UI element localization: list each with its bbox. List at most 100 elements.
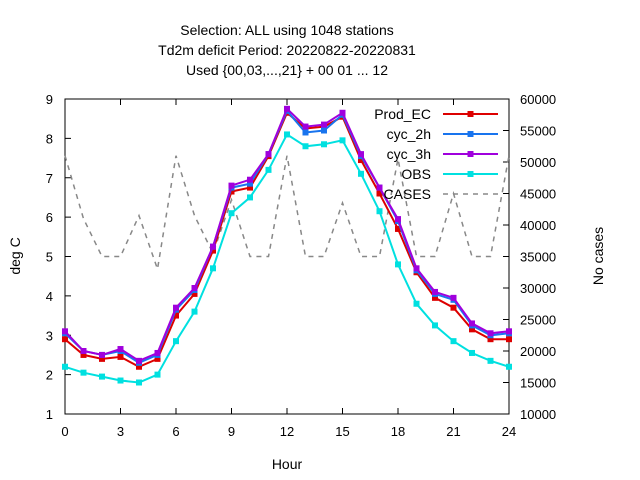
data-point-cyc-3h [302, 123, 309, 130]
data-point-obs [376, 208, 383, 215]
series-cases [64, 155, 510, 270]
data-point-prod-ec [228, 188, 235, 195]
data-point-prod-ec [99, 355, 105, 362]
data-point-cyc-3h [469, 320, 475, 327]
title-line: Used {00,03,...,21} + 00 01 ... 12 [186, 62, 388, 78]
legend-marker [467, 111, 474, 117]
data-point-cyc-3h [154, 349, 161, 356]
x-tick-label: 21 [446, 424, 460, 439]
legend-marker [467, 131, 474, 137]
data-point-cyc-3h [450, 294, 457, 301]
series-prod-ec [62, 109, 512, 370]
y2-axis: 10000 15000 20000 25000 30000 35000 40000 45000… [503, 92, 556, 422]
y-axis: 1 2 3 4 5 6 7 8 9 [46, 92, 71, 422]
data-point-obs [413, 300, 420, 307]
data-point-prod-ec [432, 294, 438, 301]
data-point-obs [191, 308, 198, 315]
legend-label: cyc_3h [387, 146, 431, 162]
data-point-obs [284, 131, 290, 138]
series-cyc-3h [62, 105, 512, 364]
y2-tick-label: 30000 [520, 281, 556, 296]
data-point-obs [80, 369, 87, 376]
data-point-cyc-3h [191, 285, 198, 291]
legend-label: Prod_EC [374, 106, 431, 122]
y-tick-label: 6 [46, 210, 53, 225]
data-point-cyc-3h [339, 109, 346, 116]
data-point-prod-ec [117, 353, 124, 360]
y-tick-label: 3 [46, 328, 53, 343]
data-point-prod-ec [80, 351, 87, 358]
data-point-cyc-3h [321, 121, 327, 128]
data-point-prod-ec [358, 157, 364, 164]
data-point-obs [99, 373, 105, 380]
y-tick-label: 4 [46, 289, 53, 304]
data-point-prod-ec [450, 304, 457, 311]
data-point-obs [432, 322, 438, 329]
series-line-cases [64, 155, 510, 270]
data-point-prod-ec [210, 247, 216, 254]
y-tick-label: 5 [46, 250, 53, 265]
data-point-obs [395, 261, 401, 268]
data-point-cyc-3h [265, 151, 272, 158]
data-point-prod-ec [469, 326, 475, 333]
y2-tick-label: 50000 [520, 155, 556, 170]
data-point-obs [321, 141, 327, 148]
y-tick-label: 8 [46, 131, 53, 146]
y2-tick-label: 45000 [520, 187, 556, 202]
x-axis: 0 3 6 9 12 15 18 21 24 [61, 99, 516, 439]
data-point-obs [265, 166, 272, 173]
data-point-cyc-2h [321, 127, 327, 134]
chart-title: Selection: ALL using 1048 stations Td2m d… [158, 22, 416, 78]
data-point-cyc-3h [228, 182, 235, 189]
data-point-obs [210, 265, 216, 272]
data-point-obs [62, 363, 68, 370]
legend-marker [467, 171, 474, 177]
legend-marker [467, 151, 474, 157]
series-line-cyc-2h [64, 108, 510, 364]
data-point-cyc-3h [136, 357, 142, 364]
plot-frame [64, 98, 510, 415]
data-point-cyc-3h [62, 328, 68, 335]
data-point-prod-ec [376, 190, 383, 197]
series-obs [62, 131, 512, 386]
legend-label: OBS [401, 166, 431, 182]
data-point-cyc-3h [376, 184, 383, 191]
data-point-prod-ec [247, 184, 253, 191]
data-point-obs [339, 137, 346, 144]
data-point-obs [302, 143, 309, 150]
data-point-cyc-3h [247, 176, 253, 183]
y-tick-label: 1 [46, 407, 53, 422]
data-point-prod-ec [154, 355, 161, 362]
data-point-obs [154, 371, 161, 378]
x-tick-label: 15 [335, 424, 349, 439]
data-point-cyc-2h [247, 180, 253, 187]
data-point-prod-ec [136, 363, 142, 370]
data-point-obs [117, 377, 124, 384]
y-tick-label: 2 [46, 368, 53, 383]
title-line: Td2m deficit Period: 20220822-20220831 [158, 42, 416, 58]
data-point-cyc-3h [413, 265, 420, 272]
data-point-cyc-3h [395, 216, 401, 223]
title-line: Selection: ALL using 1048 stations [180, 22, 394, 38]
y2-tick-label: 55000 [520, 124, 556, 139]
x-tick-label: 24 [502, 424, 516, 439]
x-tick-label: 9 [228, 424, 235, 439]
data-point-obs [173, 338, 179, 345]
y2-tick-label: 20000 [520, 344, 556, 359]
data-point-cyc-3h [284, 105, 290, 112]
series-line-obs [64, 132, 510, 384]
data-point-prod-ec [173, 312, 179, 319]
series-line-prod-ec [64, 111, 509, 368]
data-point-prod-ec [506, 336, 512, 343]
data-point-cyc-3h [487, 330, 494, 337]
series-group [62, 105, 512, 386]
y2-tick-label: 40000 [520, 218, 556, 233]
data-point-cyc-3h [358, 151, 364, 158]
y2-tick-label: 60000 [520, 92, 556, 107]
data-point-obs [487, 357, 494, 364]
y2-tick-label: 25000 [520, 313, 556, 328]
data-point-cyc-3h [117, 346, 124, 353]
y2-tick-label: 10000 [520, 407, 556, 422]
data-point-obs [450, 338, 457, 345]
